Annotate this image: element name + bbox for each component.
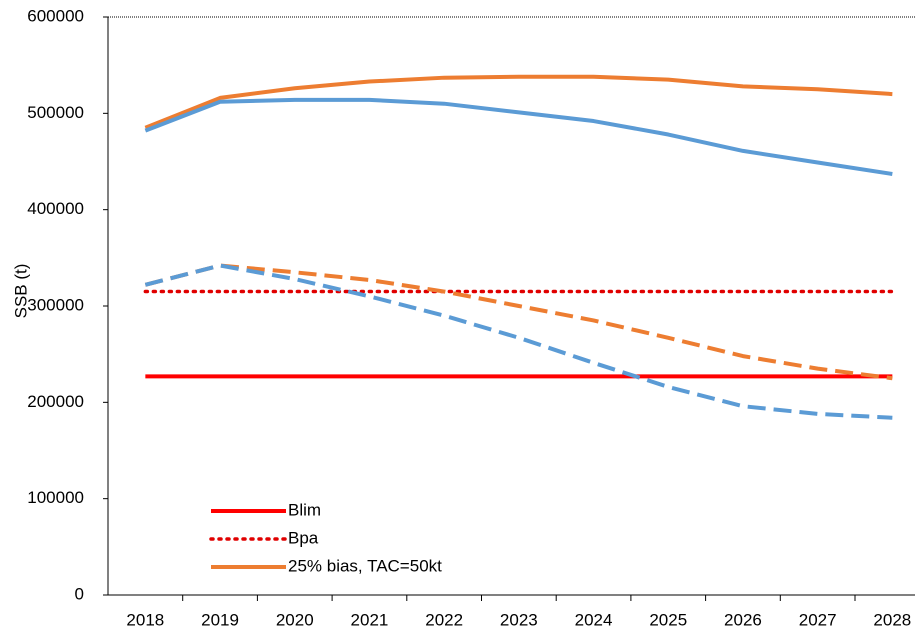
legend-label: 25% bias, TAC=50kt — [288, 556, 442, 575]
y-tick-label: 200000 — [27, 392, 84, 411]
y-tick-label: 0 — [75, 584, 84, 603]
series-line — [144, 97, 893, 176]
x-tick-label: 2026 — [724, 610, 762, 629]
y-tick-label: 300000 — [27, 295, 84, 314]
x-tick-label: 2021 — [351, 610, 389, 629]
x-tick-label: 2027 — [799, 610, 837, 629]
x-tick-label: 2025 — [649, 610, 687, 629]
x-tick-label: 2022 — [425, 610, 463, 629]
y-tick-label: 500000 — [27, 103, 84, 122]
y-tick-label: 600000 — [27, 6, 84, 25]
x-tick-label: 2028 — [873, 610, 911, 629]
series-line — [144, 263, 893, 420]
y-tick-label: 400000 — [27, 199, 84, 218]
x-tick-label: 2019 — [201, 610, 239, 629]
series-line — [144, 74, 893, 130]
legend-label: Blim — [288, 500, 321, 519]
x-tick-label: 2020 — [276, 610, 314, 629]
y-tick-label: 100000 — [27, 488, 84, 507]
series-line — [144, 263, 893, 381]
x-tick-label: 2024 — [575, 610, 613, 629]
legend-label: Bpa — [288, 528, 319, 547]
x-tick-label: 2018 — [126, 610, 164, 629]
x-tick-label: 2023 — [500, 610, 538, 629]
y-axis-label: SSB (t) — [11, 264, 30, 319]
